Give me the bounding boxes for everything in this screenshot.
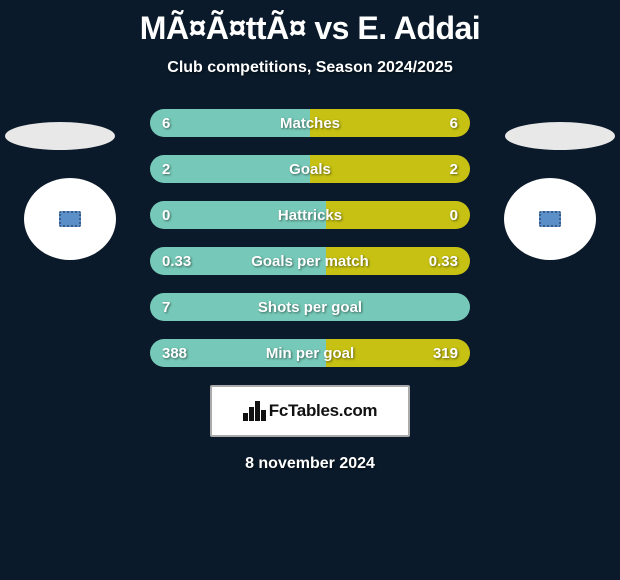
- stat-row: 7 Shots per goal: [150, 293, 470, 321]
- stat-label: Matches: [280, 115, 340, 132]
- watermark-text: FcTables.com: [269, 401, 378, 421]
- stat-value-left: 0.33: [162, 253, 191, 270]
- stat-row: 0.33 Goals per match 0.33: [150, 247, 470, 275]
- stat-row: 388 Min per goal 319: [150, 339, 470, 367]
- stat-value-left: 2: [162, 161, 170, 178]
- stat-row: 2 Goals 2: [150, 155, 470, 183]
- stat-label: Min per goal: [266, 345, 354, 362]
- stat-label: Goals: [289, 161, 331, 178]
- date-label: 8 november 2024: [0, 455, 620, 473]
- watermark: FcTables.com: [210, 385, 410, 437]
- stat-value-right: 6: [450, 115, 458, 132]
- stat-row: 6 Matches 6: [150, 109, 470, 137]
- page-title: MÃ¤Ã¤ttÃ¤ vs E. Addai: [0, 0, 620, 47]
- stat-value-left: 388: [162, 345, 187, 362]
- stat-value-left: 0: [162, 207, 170, 224]
- stat-fill-right: [326, 201, 470, 229]
- stat-fill-left: [150, 155, 310, 183]
- stat-label: Shots per goal: [258, 299, 362, 316]
- stat-fill-right: [310, 155, 470, 183]
- stat-value-right: 2: [450, 161, 458, 178]
- stat-value-left: 6: [162, 115, 170, 132]
- stat-value-right: 0.33: [429, 253, 458, 270]
- subtitle: Club competitions, Season 2024/2025: [0, 59, 620, 77]
- stat-label: Hattricks: [278, 207, 342, 224]
- player-avatar-right: [504, 178, 596, 260]
- stats-container: 6 Matches 6 2 Goals 2 0 Hattricks 0 0.33 Goals per…: [150, 109, 470, 367]
- player-base-left: [5, 122, 115, 150]
- flag-icon: [539, 211, 561, 227]
- stat-value-left: 7: [162, 299, 170, 316]
- flag-icon: [59, 211, 81, 227]
- player-base-right: [505, 122, 615, 150]
- stat-row: 0 Hattricks 0: [150, 201, 470, 229]
- stat-value-right: 0: [450, 207, 458, 224]
- stat-value-right: 319: [433, 345, 458, 362]
- stat-label: Goals per match: [251, 253, 369, 270]
- player-avatar-left: [24, 178, 116, 260]
- bar-chart-icon: [243, 401, 265, 421]
